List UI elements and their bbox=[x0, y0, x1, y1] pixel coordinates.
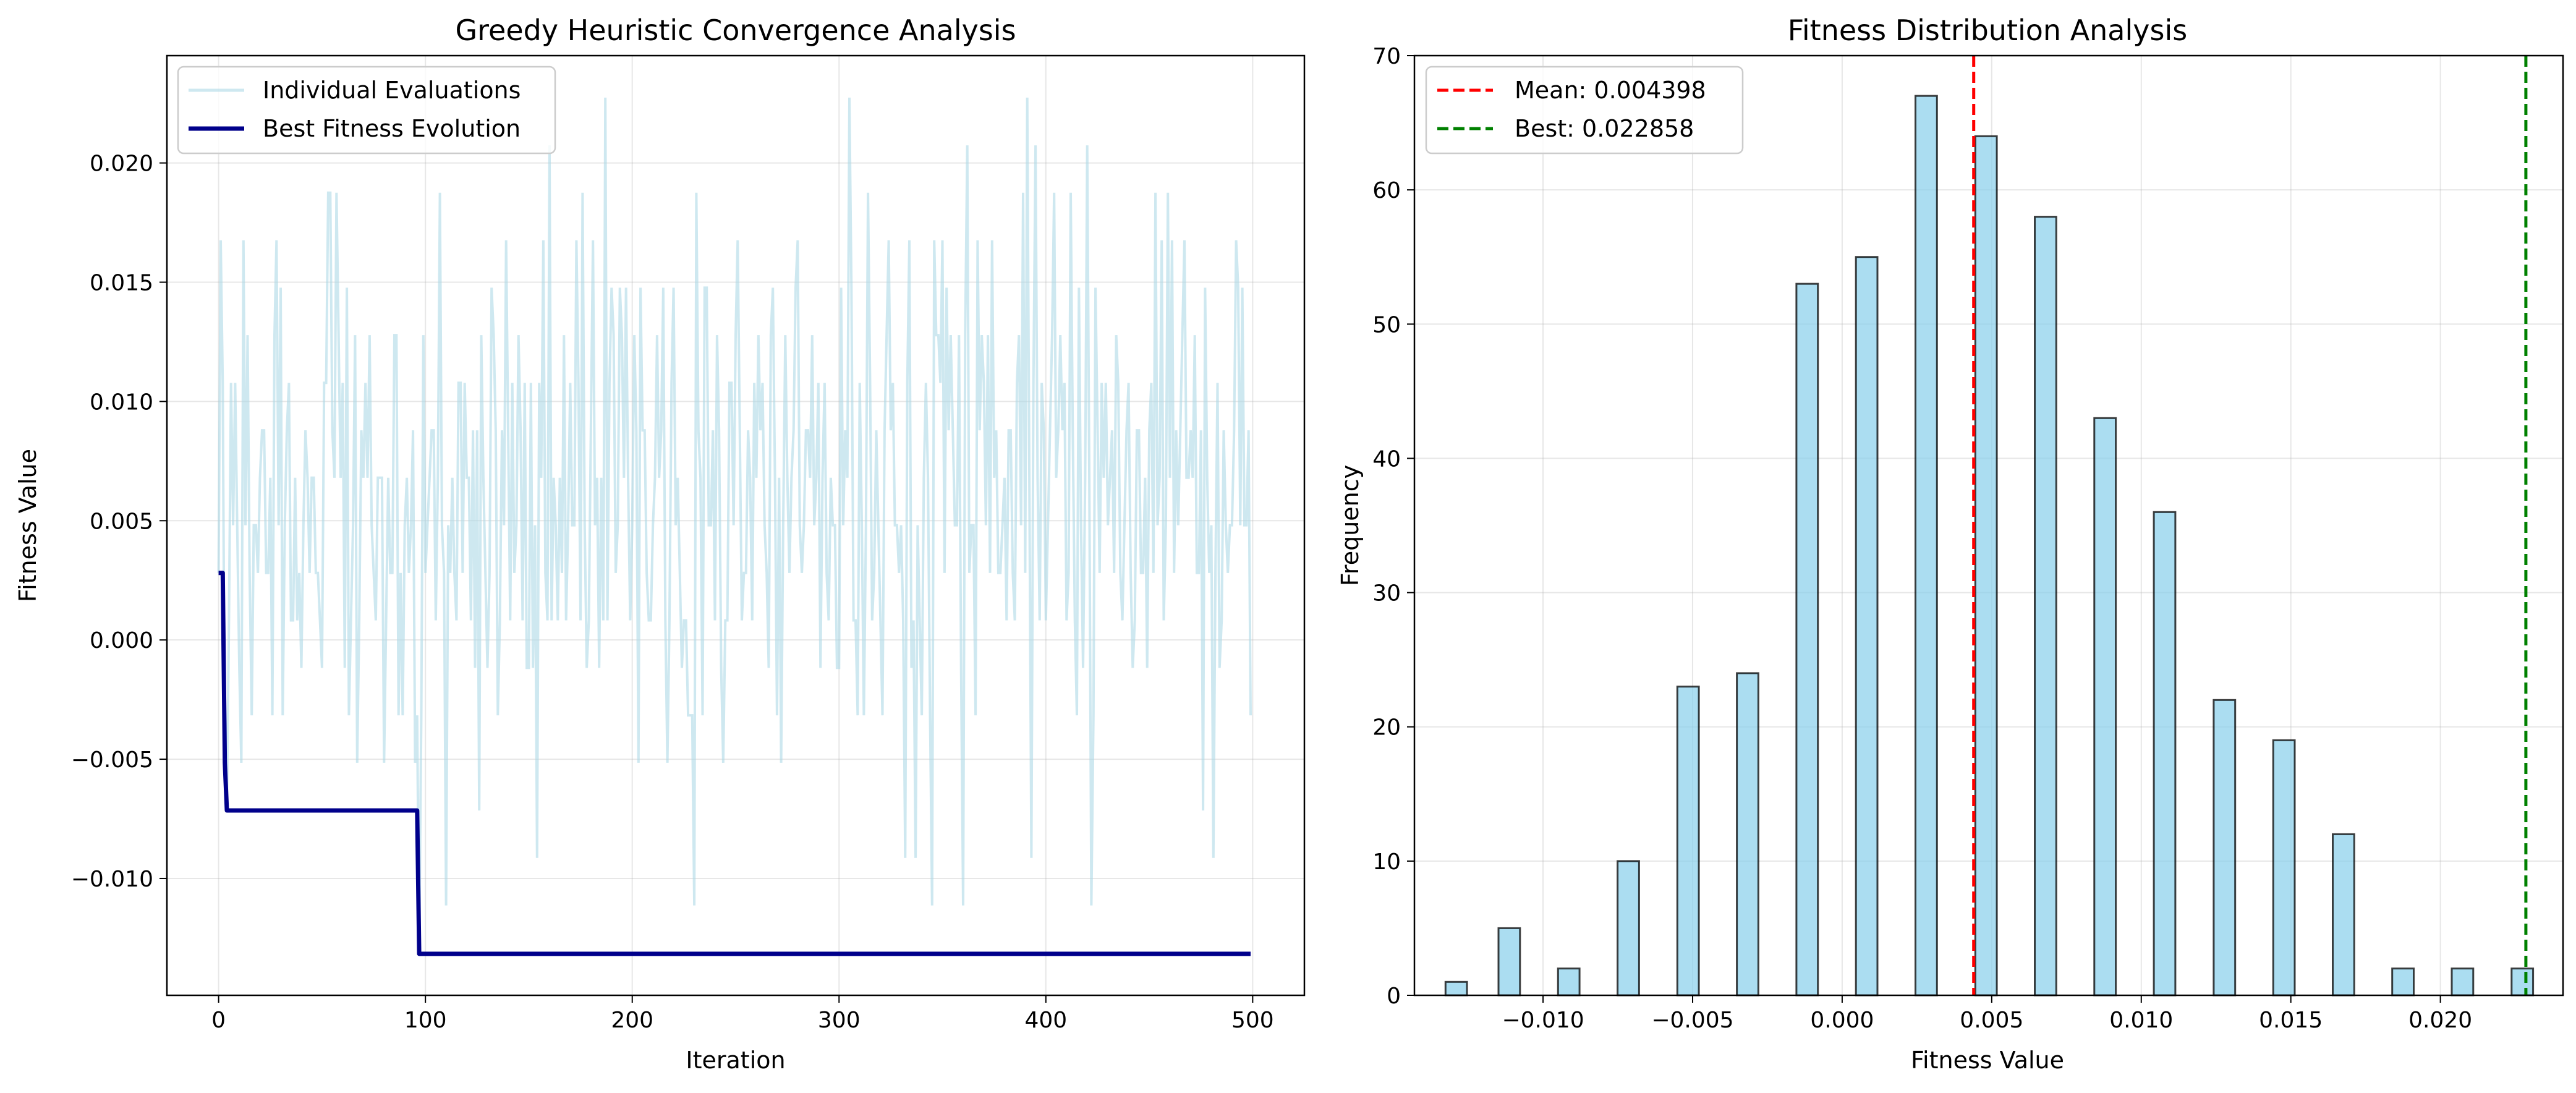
distribution-ticks: −0.010 −0.005 0.000 0.005 0.010 0.015 0.020 0 10… bbox=[1372, 44, 2472, 1033]
x-tick-label: 0.005 bbox=[1960, 1008, 2023, 1033]
distribution-x-axis-label: Fitness Value bbox=[1911, 1047, 2064, 1074]
histogram-bar bbox=[2093, 417, 2117, 997]
histogram-bar bbox=[2213, 699, 2237, 997]
convergence-y-axis-label: Fitness Value bbox=[14, 449, 41, 602]
histogram-bar bbox=[2034, 216, 2057, 997]
histogram-bar bbox=[2510, 968, 2535, 997]
y-tick-label: 30 bbox=[1372, 581, 1401, 606]
histogram-bar bbox=[1736, 672, 1759, 997]
x-tick-label: 0.015 bbox=[2259, 1008, 2323, 1033]
histogram-bar bbox=[2153, 511, 2177, 997]
y-tick-label: 0 bbox=[1387, 984, 1401, 1009]
histogram-bar bbox=[1974, 135, 1998, 997]
x-tick-label: −0.005 bbox=[1651, 1008, 1733, 1033]
histogram-bar bbox=[1444, 980, 1468, 997]
convergence-legend-box bbox=[177, 66, 556, 155]
distribution-bars bbox=[1444, 95, 2535, 997]
distribution-legend: Mean: 0.004398 Best: 0.022858 bbox=[1425, 66, 1744, 155]
y-tick-label: −0.005 bbox=[71, 747, 153, 773]
histogram-bar bbox=[1557, 968, 1581, 997]
y-tick-label: 0.005 bbox=[90, 509, 153, 534]
convergence-chart-title: Greedy Heuristic Convergence Analysis bbox=[455, 14, 1016, 47]
distribution-chart: Fitness Distribution Analysis −0.010 −0.0… bbox=[1337, 14, 2564, 1074]
x-tick-label: 200 bbox=[611, 1008, 653, 1033]
histogram-bar bbox=[1855, 256, 1879, 997]
x-tick-label: 0 bbox=[211, 1008, 226, 1033]
x-tick-label: −0.010 bbox=[1502, 1008, 1584, 1033]
x-tick-label: 100 bbox=[404, 1008, 447, 1033]
distribution-reference-lines bbox=[1972, 56, 2528, 995]
y-tick-label: −0.010 bbox=[71, 867, 153, 892]
series-best-fitness-evolution bbox=[218, 571, 1251, 956]
convergence-legend: Individual Evaluations Best Fitness Evol… bbox=[177, 66, 556, 155]
y-tick-label: 0.020 bbox=[90, 151, 153, 177]
x-tick-label: 300 bbox=[818, 1008, 861, 1033]
convergence-series bbox=[217, 97, 1252, 956]
histogram-bar bbox=[1617, 860, 1640, 997]
x-tick-label: 0.020 bbox=[2408, 1008, 2472, 1033]
distribution-chart-title: Fitness Distribution Analysis bbox=[1788, 14, 2187, 47]
x-tick-label: 400 bbox=[1024, 1008, 1067, 1033]
legend-label-best-fitness-evolution: Best Fitness Evolution bbox=[263, 115, 521, 142]
y-tick-label: 0.015 bbox=[90, 270, 153, 296]
y-tick-label: 40 bbox=[1372, 446, 1401, 472]
histogram-bar bbox=[2332, 833, 2355, 997]
convergence-ticks: 0 100 200 300 400 500 −0.010 −0.005 0.000 0.005 0.… bbox=[71, 151, 1274, 1033]
y-tick-label: 20 bbox=[1372, 715, 1401, 741]
distribution-y-axis-label: Frequency bbox=[1337, 465, 1364, 586]
y-tick-label: 0.010 bbox=[90, 389, 153, 415]
legend-label-mean: Mean: 0.004398 bbox=[1515, 77, 1706, 104]
histogram-bar bbox=[2272, 739, 2296, 997]
y-tick-label: 10 bbox=[1372, 849, 1401, 875]
series-individual-evaluations bbox=[217, 97, 1252, 954]
distribution-plot-frame bbox=[1413, 54, 2564, 997]
convergence-chart: Greedy Heuristic Convergence Analysis 0 1… bbox=[14, 14, 1306, 1074]
histogram-bar bbox=[1676, 686, 1700, 997]
y-tick-label: 50 bbox=[1372, 312, 1401, 338]
histogram-bar bbox=[1795, 283, 1819, 997]
x-tick-label: 0.010 bbox=[2109, 1008, 2173, 1033]
legend-label-best: Best: 0.022858 bbox=[1515, 115, 1694, 142]
convergence-plot-frame bbox=[166, 54, 1306, 997]
distribution-legend-box bbox=[1425, 66, 1744, 155]
x-tick-label: 500 bbox=[1231, 1008, 1274, 1033]
histogram-bar bbox=[2451, 968, 2475, 997]
y-tick-label: 70 bbox=[1372, 44, 1401, 69]
y-tick-label: 0.000 bbox=[90, 628, 153, 653]
convergence-x-axis-label: Iteration bbox=[686, 1047, 785, 1074]
x-tick-label: 0.000 bbox=[1810, 1008, 1874, 1033]
histogram-bar bbox=[1915, 95, 1938, 997]
histogram-bar bbox=[2391, 968, 2415, 997]
legend-label-individual-evaluations: Individual Evaluations bbox=[263, 77, 521, 104]
y-tick-label: 60 bbox=[1372, 178, 1401, 203]
histogram-bar bbox=[1497, 927, 1521, 997]
